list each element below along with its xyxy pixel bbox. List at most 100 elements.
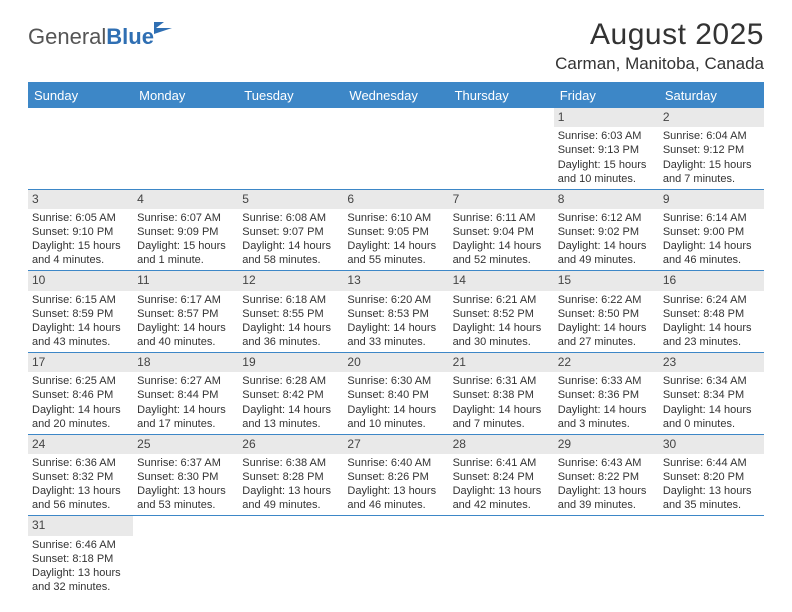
calendar-cell (449, 108, 554, 189)
day-header-mon: Monday (133, 84, 238, 108)
sunrise-text: Sunrise: 6:07 AM (137, 211, 234, 225)
calendar-cell: 28Sunrise: 6:41 AMSunset: 8:24 PMDayligh… (449, 435, 554, 516)
day-number: 16 (659, 271, 764, 290)
day-number: 18 (133, 353, 238, 372)
cell-body: Sunrise: 6:21 AMSunset: 8:52 PMDaylight:… (449, 291, 554, 352)
sunset-text: Sunset: 8:30 PM (137, 470, 234, 484)
day-header-wed: Wednesday (343, 84, 448, 108)
calendar-cell: 25Sunrise: 6:37 AMSunset: 8:30 PMDayligh… (133, 435, 238, 516)
calendar-cell: 3Sunrise: 6:05 AMSunset: 9:10 PMDaylight… (28, 190, 133, 271)
flag-icon (154, 22, 174, 36)
cell-body: Sunrise: 6:04 AMSunset: 9:12 PMDaylight:… (659, 127, 764, 188)
cell-body: Sunrise: 6:12 AMSunset: 9:02 PMDaylight:… (554, 209, 659, 270)
day-number: 27 (343, 435, 448, 454)
calendar-cell: 11Sunrise: 6:17 AMSunset: 8:57 PMDayligh… (133, 271, 238, 352)
calendar-cell: 16Sunrise: 6:24 AMSunset: 8:48 PMDayligh… (659, 271, 764, 352)
logo-text-general: General (28, 24, 106, 50)
sunrise-text: Sunrise: 6:17 AM (137, 293, 234, 307)
cell-body: Sunrise: 6:18 AMSunset: 8:55 PMDaylight:… (238, 291, 343, 352)
daylight-text: Daylight: 14 hours and 49 minutes. (558, 239, 655, 267)
cell-body: Sunrise: 6:17 AMSunset: 8:57 PMDaylight:… (133, 291, 238, 352)
daylight-text: Daylight: 14 hours and 17 minutes. (137, 403, 234, 431)
day-number: 6 (343, 190, 448, 209)
calendar-cell (554, 516, 659, 597)
calendar-cell (133, 516, 238, 597)
cell-body: Sunrise: 6:10 AMSunset: 9:05 PMDaylight:… (343, 209, 448, 270)
sunrise-text: Sunrise: 6:37 AM (137, 456, 234, 470)
day-number: 10 (28, 271, 133, 290)
daylight-text: Daylight: 14 hours and 10 minutes. (347, 403, 444, 431)
sunset-text: Sunset: 8:52 PM (453, 307, 550, 321)
daylight-text: Daylight: 15 hours and 1 minute. (137, 239, 234, 267)
sunrise-text: Sunrise: 6:33 AM (558, 374, 655, 388)
calendar-cell (238, 516, 343, 597)
sunrise-text: Sunrise: 6:12 AM (558, 211, 655, 225)
cell-body: Sunrise: 6:30 AMSunset: 8:40 PMDaylight:… (343, 372, 448, 433)
week-row: 3Sunrise: 6:05 AMSunset: 9:10 PMDaylight… (28, 190, 764, 272)
cell-body: Sunrise: 6:15 AMSunset: 8:59 PMDaylight:… (28, 291, 133, 352)
cell-body: Sunrise: 6:34 AMSunset: 8:34 PMDaylight:… (659, 372, 764, 433)
calendar: Sunday Monday Tuesday Wednesday Thursday… (28, 82, 764, 597)
calendar-cell (449, 516, 554, 597)
calendar-cell: 12Sunrise: 6:18 AMSunset: 8:55 PMDayligh… (238, 271, 343, 352)
day-number: 23 (659, 353, 764, 372)
sunset-text: Sunset: 8:20 PM (663, 470, 760, 484)
sunset-text: Sunset: 8:38 PM (453, 388, 550, 402)
cell-body: Sunrise: 6:20 AMSunset: 8:53 PMDaylight:… (343, 291, 448, 352)
sunset-text: Sunset: 8:55 PM (242, 307, 339, 321)
sunrise-text: Sunrise: 6:24 AM (663, 293, 760, 307)
day-number: 15 (554, 271, 659, 290)
sunset-text: Sunset: 9:12 PM (663, 143, 760, 157)
daylight-text: Daylight: 14 hours and 46 minutes. (663, 239, 760, 267)
calendar-cell: 4Sunrise: 6:07 AMSunset: 9:09 PMDaylight… (133, 190, 238, 271)
day-header-sat: Saturday (659, 84, 764, 108)
sunrise-text: Sunrise: 6:27 AM (137, 374, 234, 388)
sunrise-text: Sunrise: 6:21 AM (453, 293, 550, 307)
daylight-text: Daylight: 14 hours and 33 minutes. (347, 321, 444, 349)
calendar-cell (133, 108, 238, 189)
week-row: 24Sunrise: 6:36 AMSunset: 8:32 PMDayligh… (28, 435, 764, 517)
sunrise-text: Sunrise: 6:20 AM (347, 293, 444, 307)
cell-body: Sunrise: 6:14 AMSunset: 9:00 PMDaylight:… (659, 209, 764, 270)
weeks-container: 1Sunrise: 6:03 AMSunset: 9:13 PMDaylight… (28, 108, 764, 597)
daylight-text: Daylight: 13 hours and 42 minutes. (453, 484, 550, 512)
day-number: 11 (133, 271, 238, 290)
page-title: August 2025 (555, 18, 764, 52)
cell-body: Sunrise: 6:25 AMSunset: 8:46 PMDaylight:… (28, 372, 133, 433)
sunset-text: Sunset: 8:48 PM (663, 307, 760, 321)
daylight-text: Daylight: 15 hours and 4 minutes. (32, 239, 129, 267)
calendar-cell (659, 516, 764, 597)
day-header-thu: Thursday (449, 84, 554, 108)
calendar-cell (343, 516, 448, 597)
daylight-text: Daylight: 13 hours and 35 minutes. (663, 484, 760, 512)
daylight-text: Daylight: 14 hours and 55 minutes. (347, 239, 444, 267)
week-row: 10Sunrise: 6:15 AMSunset: 8:59 PMDayligh… (28, 271, 764, 353)
cell-body: Sunrise: 6:28 AMSunset: 8:42 PMDaylight:… (238, 372, 343, 433)
calendar-cell: 29Sunrise: 6:43 AMSunset: 8:22 PMDayligh… (554, 435, 659, 516)
day-number: 30 (659, 435, 764, 454)
sunrise-text: Sunrise: 6:14 AM (663, 211, 760, 225)
day-number: 20 (343, 353, 448, 372)
day-number: 26 (238, 435, 343, 454)
sunset-text: Sunset: 8:22 PM (558, 470, 655, 484)
daylight-text: Daylight: 14 hours and 0 minutes. (663, 403, 760, 431)
cell-body: Sunrise: 6:31 AMSunset: 8:38 PMDaylight:… (449, 372, 554, 433)
calendar-cell: 23Sunrise: 6:34 AMSunset: 8:34 PMDayligh… (659, 353, 764, 434)
day-header-sun: Sunday (28, 84, 133, 108)
daylight-text: Daylight: 14 hours and 3 minutes. (558, 403, 655, 431)
day-number: 17 (28, 353, 133, 372)
daylight-text: Daylight: 14 hours and 36 minutes. (242, 321, 339, 349)
sunrise-text: Sunrise: 6:34 AM (663, 374, 760, 388)
sunrise-text: Sunrise: 6:10 AM (347, 211, 444, 225)
daylight-text: Daylight: 13 hours and 32 minutes. (32, 566, 129, 594)
calendar-cell: 2Sunrise: 6:04 AMSunset: 9:12 PMDaylight… (659, 108, 764, 189)
sunset-text: Sunset: 8:18 PM (32, 552, 129, 566)
day-number: 3 (28, 190, 133, 209)
sunrise-text: Sunrise: 6:36 AM (32, 456, 129, 470)
calendar-cell: 6Sunrise: 6:10 AMSunset: 9:05 PMDaylight… (343, 190, 448, 271)
daylight-text: Daylight: 14 hours and 43 minutes. (32, 321, 129, 349)
sunrise-text: Sunrise: 6:31 AM (453, 374, 550, 388)
daylight-text: Daylight: 14 hours and 27 minutes. (558, 321, 655, 349)
cell-body: Sunrise: 6:05 AMSunset: 9:10 PMDaylight:… (28, 209, 133, 270)
calendar-cell: 19Sunrise: 6:28 AMSunset: 8:42 PMDayligh… (238, 353, 343, 434)
